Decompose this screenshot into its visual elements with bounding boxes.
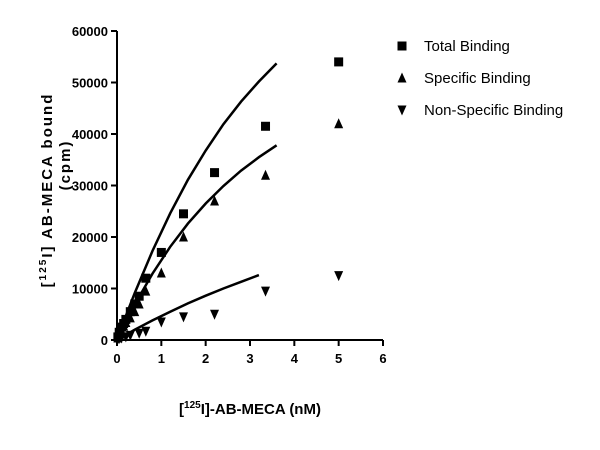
axes: 0 1 2 3 4 5 6 0 10000 20000 30000 40000 50000 60000	[72, 24, 387, 366]
x-tick-label: 3	[246, 351, 253, 366]
legend: Total Binding Specific Binding Non-Specifi…	[397, 38, 563, 119]
plot-area	[113, 57, 344, 345]
data-point-series-2	[141, 285, 151, 296]
x-axis-title-prefix: [	[179, 401, 184, 418]
y-tick-label: 30000	[72, 179, 108, 194]
data-point-series-3	[141, 326, 151, 337]
data-point-series-2	[121, 316, 131, 327]
data-point-series-3	[179, 312, 188, 323]
y-axis-title-suffix: I] AB-MECA bound	[39, 93, 56, 258]
x-tick-label: 1	[158, 351, 165, 366]
data-point-series-1	[134, 291, 144, 301]
y-axis-title-prefix: [	[39, 280, 56, 287]
legend-label-series-1: Total Binding	[424, 38, 510, 55]
data-point-series-1	[130, 299, 140, 309]
y-tick-label: 40000	[72, 127, 108, 142]
y-tick-label: 0	[101, 333, 108, 348]
data-point-series-1	[210, 168, 220, 178]
y-axis-title-line1: [125I] AB-MECA bound	[38, 93, 56, 288]
data-point-series-1	[125, 307, 135, 317]
data-point-series-1	[141, 273, 151, 283]
x-tick-label: 4	[291, 351, 299, 366]
y-tick-label: 60000	[72, 24, 108, 39]
x-tick-label: 5	[335, 351, 342, 366]
data-point-series-2	[334, 118, 344, 129]
data-point-series-2	[210, 195, 220, 206]
data-point-series-1	[334, 57, 344, 67]
data-point-series-3	[334, 271, 344, 282]
data-point-series-3	[125, 330, 135, 341]
x-axis-title-suffix: I]-AB-MECA (nM)	[201, 401, 321, 418]
legend-label-series-3: Non-Specific Binding	[424, 102, 563, 119]
data-point-series-2	[261, 169, 271, 180]
data-point-series-3	[134, 328, 144, 339]
x-axis-title: [125I]-AB-MECA (nM)	[179, 400, 321, 418]
legend-marker-series-3	[397, 105, 407, 116]
data-point-series-1	[261, 121, 271, 131]
data-point-series-2	[125, 312, 135, 323]
legend-marker-series-1	[397, 41, 407, 51]
x-tick-label: 6	[379, 351, 386, 366]
y-tick-label: 20000	[72, 230, 108, 245]
x-tick-label: 0	[113, 351, 120, 366]
fit-curve-series-2	[115, 144, 278, 341]
y-tick-label: 50000	[72, 76, 108, 91]
x-axis-title-superscript: 125	[184, 400, 201, 411]
data-point-series-2	[156, 267, 166, 278]
data-point-series-1	[156, 247, 166, 257]
data-point-series-1	[179, 209, 188, 219]
data-point-series-3	[156, 317, 166, 328]
x-tick-label: 2	[202, 351, 209, 366]
y-tick-label: 10000	[72, 282, 108, 297]
legend-marker-series-2	[397, 72, 407, 83]
y-axis-title-line2: (cpm)	[57, 140, 74, 191]
data-point-series-3	[210, 309, 220, 320]
data-point-series-2	[130, 306, 140, 317]
y-axis-title-superscript: 125	[38, 258, 49, 281]
legend-label-series-2: Specific Binding	[424, 70, 531, 87]
data-point-series-3	[261, 286, 271, 297]
data-point-series-2	[134, 298, 144, 309]
data-point-series-2	[179, 231, 188, 242]
